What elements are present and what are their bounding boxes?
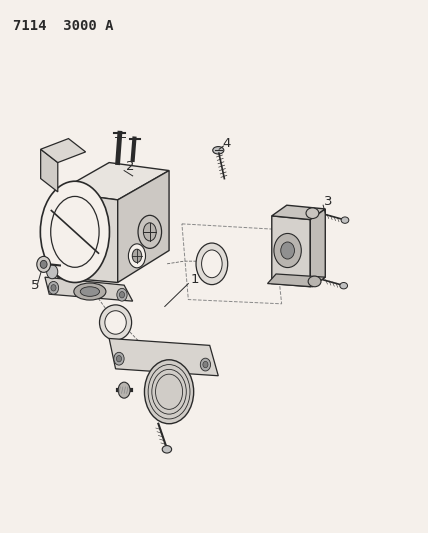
Ellipse shape (162, 446, 172, 453)
Ellipse shape (37, 256, 51, 272)
Ellipse shape (340, 282, 348, 289)
Ellipse shape (132, 249, 142, 263)
Polygon shape (45, 277, 133, 301)
Ellipse shape (105, 311, 126, 334)
Circle shape (47, 265, 58, 279)
Circle shape (274, 233, 301, 268)
Text: 4: 4 (223, 138, 231, 150)
Ellipse shape (341, 217, 349, 223)
Polygon shape (268, 274, 325, 287)
Ellipse shape (128, 244, 146, 268)
Ellipse shape (138, 215, 161, 248)
Polygon shape (272, 205, 325, 220)
Polygon shape (58, 192, 118, 282)
Ellipse shape (118, 382, 130, 398)
Ellipse shape (306, 208, 319, 219)
Polygon shape (41, 139, 86, 163)
Polygon shape (109, 338, 218, 376)
Ellipse shape (99, 305, 132, 340)
Circle shape (203, 361, 208, 368)
Ellipse shape (202, 250, 222, 278)
Polygon shape (310, 209, 325, 287)
Circle shape (51, 285, 56, 291)
Ellipse shape (51, 197, 99, 268)
Ellipse shape (143, 223, 156, 241)
Polygon shape (272, 216, 310, 287)
Ellipse shape (308, 276, 321, 287)
Text: 3: 3 (324, 195, 333, 208)
Polygon shape (41, 149, 58, 192)
Ellipse shape (40, 181, 110, 282)
Text: 2: 2 (126, 160, 135, 173)
Ellipse shape (74, 283, 106, 300)
Text: 7114  3000 A: 7114 3000 A (13, 19, 113, 33)
Circle shape (117, 288, 127, 301)
Circle shape (281, 242, 294, 259)
Circle shape (48, 281, 59, 294)
Polygon shape (58, 163, 169, 200)
Ellipse shape (144, 360, 193, 424)
Polygon shape (118, 171, 169, 282)
Text: 5: 5 (31, 279, 39, 292)
Circle shape (114, 352, 124, 365)
Circle shape (200, 358, 211, 371)
Ellipse shape (213, 147, 224, 154)
Ellipse shape (40, 260, 47, 269)
Circle shape (116, 356, 122, 362)
Ellipse shape (196, 243, 228, 285)
Circle shape (119, 292, 125, 298)
Text: 1: 1 (190, 273, 199, 286)
Ellipse shape (80, 287, 99, 296)
